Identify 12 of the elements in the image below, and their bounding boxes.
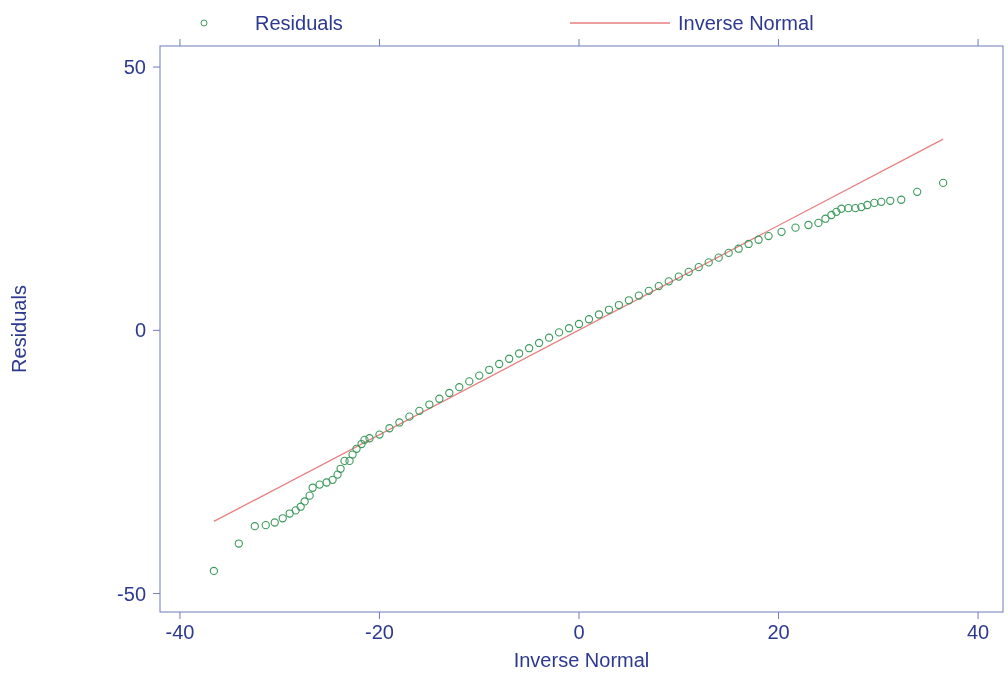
x-tick-label: -20 (365, 621, 394, 643)
x-tick-label: 0 (573, 621, 585, 643)
y-tick-label: -50 (117, 582, 146, 605)
y-axis-title: Residuals (8, 285, 30, 373)
x-axis-title: Inverse Normal (513, 649, 650, 671)
x-tick-label: 20 (767, 621, 790, 643)
y-tick-label: 0 (134, 319, 146, 342)
legend-label: Inverse Normal (678, 12, 814, 34)
legend-label: Residuals (255, 12, 343, 34)
y-tick-label: 50 (123, 56, 146, 79)
x-tick-label: -40 (165, 621, 195, 643)
x-tick-label: 40 (966, 621, 990, 643)
